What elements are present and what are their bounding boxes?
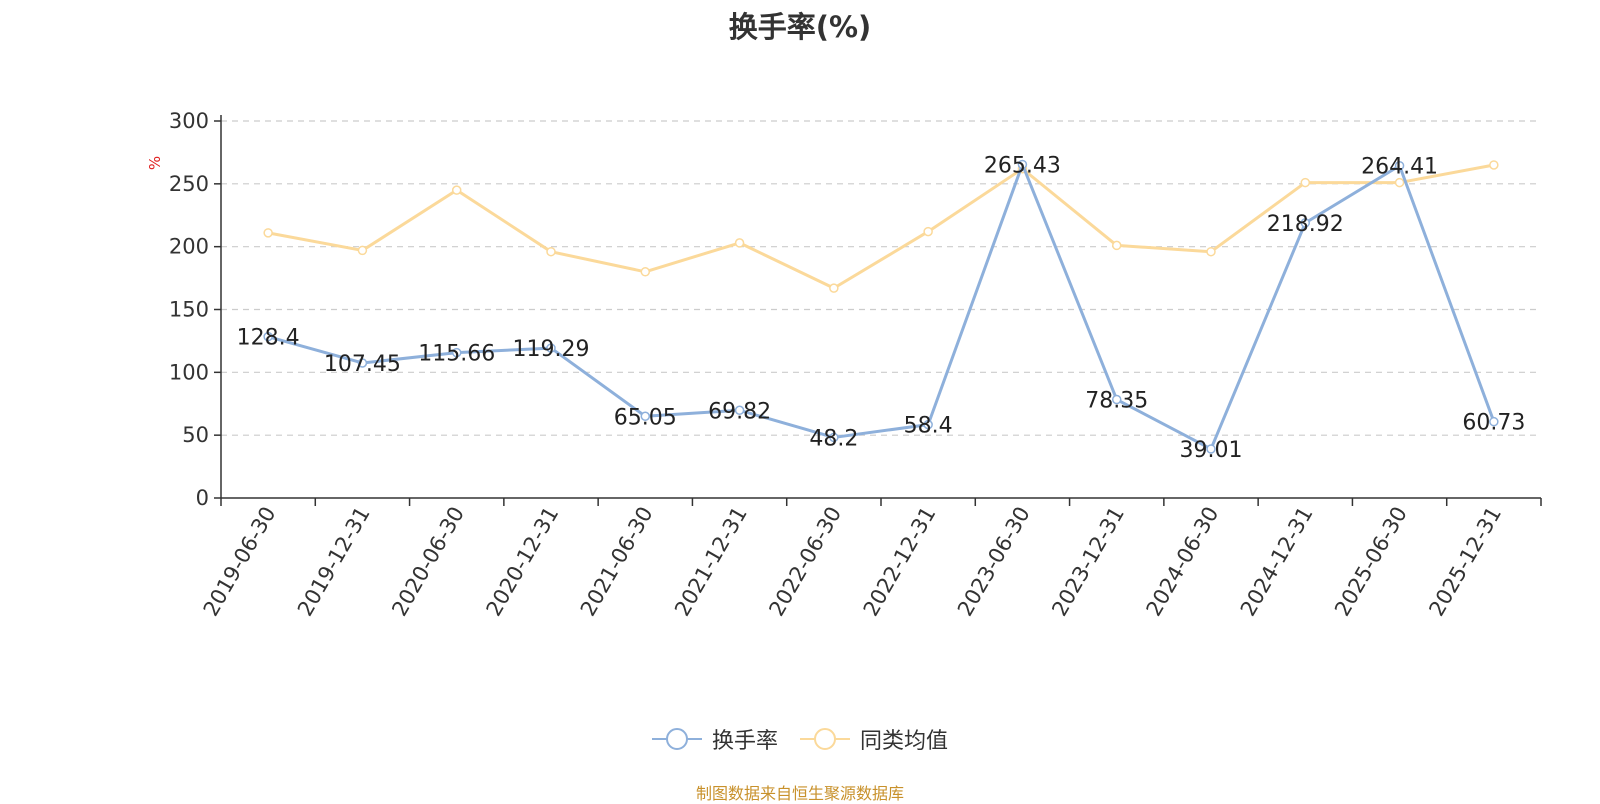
data-label: 78.35 (1085, 389, 1148, 414)
data-point (923, 419, 933, 430)
data-label: 60.73 (1462, 411, 1525, 436)
data-point (1111, 240, 1122, 251)
data-point (357, 245, 368, 256)
data-labels: 128.4 107.45 115.66 119.29 65.05 69.82 48.2 58.… (237, 153, 1526, 463)
legend-label: 同类均值 (860, 729, 949, 754)
x-tick-label: 2019-06-30 (199, 503, 281, 621)
data-point (640, 267, 651, 277)
x-tick-label: 2022-12-31 (859, 503, 941, 621)
chart-title: 换手率(%) (728, 10, 872, 44)
data-point (923, 226, 933, 237)
data-label: 218.92 (1267, 212, 1344, 237)
data-point (1111, 394, 1122, 405)
y-tick-label: 300 (169, 109, 209, 133)
data-point (1489, 160, 1499, 170)
data-point (546, 343, 556, 353)
data-point (734, 405, 745, 416)
data-label: 107.45 (324, 352, 401, 377)
data-point (1489, 416, 1499, 427)
legend-item-peer-average[interactable]: 同类均值 (800, 723, 948, 755)
data-point (1300, 218, 1311, 228)
data-point (734, 238, 745, 248)
series-line (267, 163, 1495, 290)
x-tick-label: 2024-12-31 (1236, 503, 1318, 621)
data-label: 69.82 (708, 399, 771, 424)
legend-line-circle-icon (800, 728, 850, 750)
legend-item-turnover[interactable]: 换手率 (651, 723, 778, 755)
y-tick-label: 50 (182, 423, 209, 447)
x-tick-label: 2025-06-30 (1330, 503, 1412, 621)
legend: 换手率 同类均值 (0, 723, 1600, 755)
data-label: 65.05 (614, 405, 677, 430)
y-tick-label: 100 (169, 360, 209, 384)
data-label: 265.43 (984, 153, 1061, 178)
y-tick-label: 250 (169, 172, 209, 196)
x-tick-label: 2022-06-30 (764, 503, 846, 621)
data-label: 48.2 (809, 426, 858, 451)
x-tick-label: 2023-06-30 (953, 503, 1035, 621)
x-tick-label: 2020-06-30 (387, 503, 469, 621)
data-point (1394, 160, 1405, 171)
data-point (263, 228, 273, 238)
y-tick-label: 200 (169, 235, 209, 259)
data-label: 58.4 (904, 414, 953, 439)
data-point (546, 246, 556, 257)
x-tick-label: 2021-06-30 (576, 503, 658, 621)
data-label: 39.01 (1180, 438, 1243, 463)
series-line (267, 162, 1496, 451)
data-label: 115.66 (418, 342, 495, 367)
x-tick-label: 2020-12-31 (482, 503, 564, 621)
data-point (829, 283, 839, 293)
data-point (1206, 246, 1216, 257)
legend-label: 换手率 (711, 729, 778, 754)
legend-line-circle-icon (651, 728, 702, 750)
data-point (451, 185, 462, 195)
data-point (829, 432, 839, 443)
source-note: 制图数据来自恒生聚源数据库 (695, 784, 904, 803)
x-tick-label: 2024-06-30 (1142, 503, 1224, 621)
data-point (451, 347, 462, 358)
data-label: 128.4 (237, 326, 300, 351)
data-point (357, 358, 368, 368)
y-axis-unit-label: % (146, 156, 164, 170)
data-point (1300, 177, 1311, 188)
x-tick-label: 2025-12-31 (1424, 503, 1506, 621)
data-point (1394, 177, 1405, 188)
data-label: 264.41 (1361, 155, 1438, 180)
y-tick-label: 0 (196, 486, 209, 510)
data-label: 119.29 (513, 337, 590, 362)
x-tick-label: 2019-12-31 (293, 503, 375, 621)
x-tick-label: 2023-12-31 (1047, 503, 1129, 621)
data-point (1017, 159, 1028, 170)
data-point (1206, 444, 1216, 454)
grid-lines (221, 120, 1541, 436)
x-tick-label: 2021-12-31 (670, 503, 752, 621)
data-point (640, 411, 651, 422)
y-tick-label: 150 (169, 298, 209, 322)
series (263, 159, 1499, 454)
data-point (263, 331, 273, 342)
